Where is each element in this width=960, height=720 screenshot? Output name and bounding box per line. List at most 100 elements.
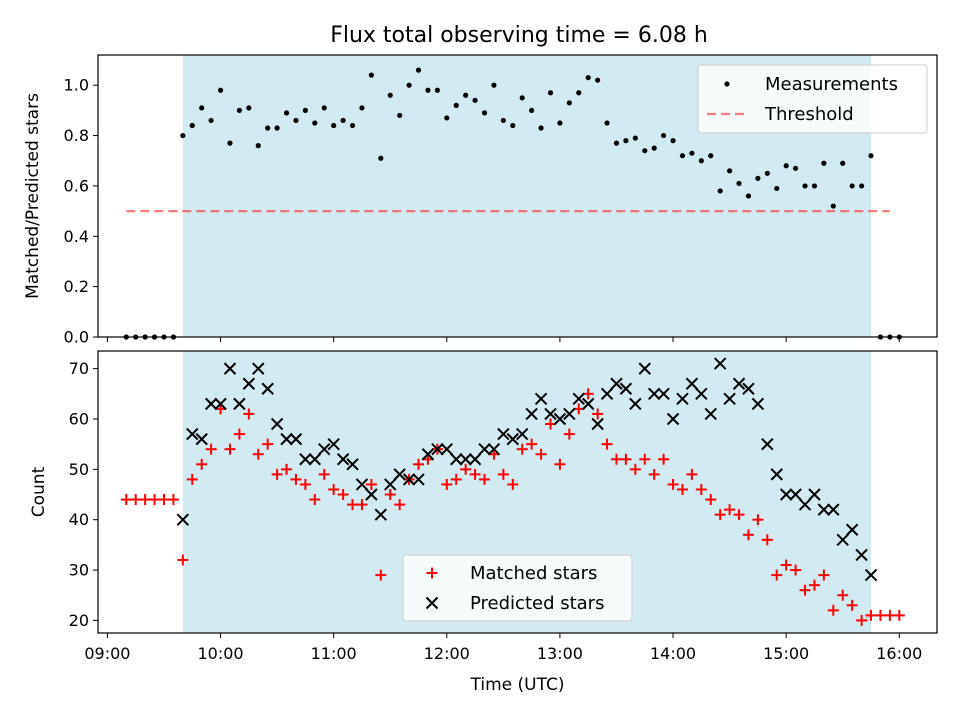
matched-star-point bbox=[742, 529, 754, 541]
predicted-star-point bbox=[647, 387, 661, 401]
cross-b bbox=[365, 488, 378, 501]
cross-b bbox=[534, 392, 548, 406]
cross-b bbox=[440, 442, 454, 456]
matched-star-point bbox=[846, 599, 858, 611]
predicted-star-point bbox=[355, 478, 369, 491]
predicted-star-point bbox=[299, 453, 312, 466]
legend-plus bbox=[426, 567, 438, 579]
predicted-star-point bbox=[516, 427, 529, 441]
matched-star-point bbox=[252, 448, 264, 460]
matched-star-point bbox=[790, 564, 802, 576]
predicted-star-point bbox=[506, 432, 519, 446]
cross-b bbox=[336, 453, 350, 466]
predicted-star-point bbox=[836, 533, 849, 547]
measurement-point bbox=[444, 115, 450, 121]
threshold-legend-label: Threshold bbox=[764, 104, 854, 125]
measurement-point bbox=[604, 120, 610, 126]
predicted-star-point bbox=[638, 362, 651, 375]
predicted-star-point bbox=[365, 488, 378, 501]
matched-star-point bbox=[714, 509, 726, 521]
predicted-star-point bbox=[233, 397, 246, 411]
measurement-point bbox=[679, 153, 686, 159]
measurement-point bbox=[397, 112, 403, 119]
matched-star-point bbox=[837, 589, 849, 601]
matched-star-point bbox=[761, 534, 773, 546]
bottom-y-tick-label: 30 bbox=[69, 561, 89, 580]
predicted-star-point bbox=[450, 453, 463, 466]
x-tick-label: 10:00 bbox=[197, 644, 243, 663]
bottom-y-tick-label: 60 bbox=[69, 409, 89, 428]
matched-star-point bbox=[592, 408, 604, 420]
cross-b bbox=[421, 448, 435, 461]
matched-star-point bbox=[167, 494, 179, 506]
cross-b bbox=[761, 437, 774, 451]
cross-b bbox=[223, 362, 237, 375]
measurement-point bbox=[821, 160, 827, 166]
matched-star-point bbox=[271, 468, 283, 480]
measurement-point bbox=[283, 110, 290, 116]
cross-b bbox=[242, 377, 256, 390]
matched-stars-legend-label: Matched stars bbox=[470, 563, 597, 584]
matched-star-point bbox=[610, 453, 622, 465]
measurement-point bbox=[255, 143, 261, 149]
predicted-star-point bbox=[676, 392, 689, 406]
bottom-axes-frame bbox=[97, 350, 938, 634]
bottom-y-tick-label: 70 bbox=[69, 359, 89, 378]
matched-star-point bbox=[365, 478, 377, 490]
predicted-star-point bbox=[713, 357, 727, 370]
measurement-point bbox=[510, 122, 516, 129]
measurement-point bbox=[585, 75, 591, 81]
predicted-star-point bbox=[204, 397, 218, 411]
matched-star-point bbox=[884, 609, 896, 621]
measurement-point bbox=[349, 122, 356, 129]
predicted-star-point bbox=[393, 468, 406, 481]
measurement-point bbox=[708, 153, 714, 159]
measurement-point bbox=[642, 148, 648, 154]
top-legend-box bbox=[697, 64, 928, 134]
matched-star-point bbox=[695, 483, 707, 495]
predicted-star-point bbox=[261, 382, 274, 395]
cross-b bbox=[280, 432, 293, 446]
predicted-star-point bbox=[723, 392, 736, 406]
predicted-star-point bbox=[534, 392, 548, 406]
matched-star-point bbox=[648, 468, 660, 480]
matched-star-point bbox=[526, 438, 538, 450]
legend-dot bbox=[724, 81, 730, 87]
predicted-star-point bbox=[497, 427, 510, 441]
matched-star-point bbox=[450, 473, 462, 485]
matched-star-point bbox=[620, 453, 632, 465]
measurement-point bbox=[623, 138, 629, 144]
measurement-point bbox=[529, 107, 535, 113]
bottom-y-ticks: 20 30 40 50 60 70 bbox=[69, 359, 98, 630]
predicted-star-point bbox=[468, 453, 482, 466]
predicted-star-point bbox=[761, 437, 774, 451]
x-tick-label: 11:00 bbox=[311, 644, 357, 663]
predicted-star-point bbox=[412, 473, 425, 486]
cross-b bbox=[186, 427, 199, 441]
matched-star-point bbox=[752, 514, 764, 526]
cross-b bbox=[808, 488, 821, 501]
matched-star-point bbox=[356, 499, 368, 511]
cross-b bbox=[289, 432, 303, 446]
matched-star-point bbox=[139, 494, 151, 506]
bottom-panel: 20 30 40 50 60 70 09:00 10:00 11:00 12:00 13:00 14… bbox=[29, 350, 938, 695]
cross-b bbox=[374, 508, 388, 521]
matched-star-point bbox=[808, 579, 820, 591]
cross-b bbox=[327, 437, 340, 451]
bottom-y-axis-label: Count bbox=[29, 466, 49, 517]
cross-b bbox=[836, 533, 849, 547]
cross-b bbox=[478, 442, 491, 456]
cross-b bbox=[591, 417, 604, 431]
measurement-point bbox=[689, 150, 695, 156]
measurement-point bbox=[302, 107, 308, 113]
matched-star-point bbox=[460, 463, 472, 475]
bottom-y-tick-label: 50 bbox=[69, 460, 89, 479]
predicted-star-point bbox=[572, 392, 585, 406]
predicted-star-point bbox=[478, 442, 491, 456]
cross-b bbox=[402, 473, 416, 486]
top-y-tick-label: 0.2 bbox=[64, 277, 89, 296]
measurement-point bbox=[651, 145, 657, 151]
matched-star-point bbox=[479, 473, 491, 485]
predicted-star-point bbox=[770, 468, 783, 481]
